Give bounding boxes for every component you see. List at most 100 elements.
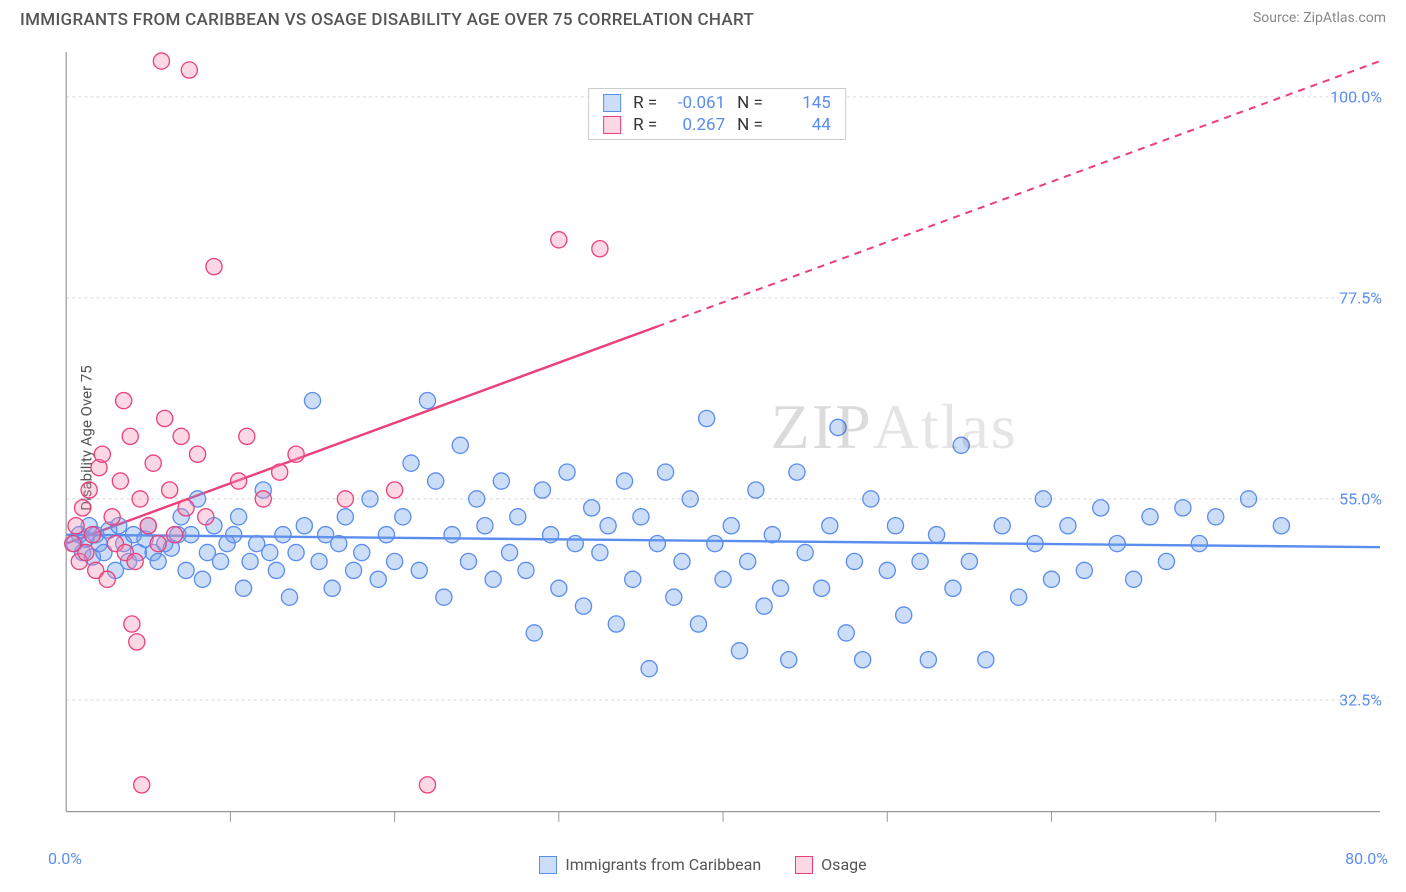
data-point-caribbean [756, 598, 772, 614]
data-point-caribbean [953, 437, 969, 453]
data-point-osage [206, 258, 222, 274]
data-point-caribbean [666, 589, 682, 605]
data-point-caribbean [362, 491, 378, 507]
data-point-caribbean [183, 527, 199, 543]
data-point-osage [124, 616, 140, 632]
y-tick-label: 32.5% [1339, 690, 1382, 709]
data-point-osage [127, 553, 143, 569]
y-tick-label: 55.0% [1339, 489, 1382, 508]
data-point-caribbean [830, 419, 846, 435]
chart-area: Disability Age Over 75 ZIPAtlas 32.5%55.… [46, 42, 1388, 834]
series-legend: Immigrants from Caribbean Osage [0, 855, 1406, 874]
y-tick-label: 100.0% [1330, 87, 1382, 106]
legend-swatch-icon [795, 856, 813, 874]
data-point-caribbean [978, 652, 994, 668]
data-point-caribbean [846, 553, 862, 569]
data-point-osage [198, 509, 214, 525]
data-point-caribbean [231, 509, 247, 525]
data-point-caribbean [649, 535, 665, 551]
data-point-caribbean [682, 491, 698, 507]
data-point-caribbean [331, 535, 347, 551]
data-point-osage [162, 482, 178, 498]
data-point-caribbean [337, 509, 353, 525]
data-point-caribbean [863, 491, 879, 507]
trendline-osage [66, 326, 657, 543]
data-point-osage [157, 410, 173, 426]
data-point-osage [132, 491, 148, 507]
data-point-caribbean [518, 562, 534, 578]
data-point-caribbean [370, 571, 386, 587]
data-point-caribbean [928, 527, 944, 543]
data-point-caribbean [715, 571, 731, 587]
data-point-caribbean [625, 571, 641, 587]
legend-swatch-icon [539, 856, 557, 874]
data-point-caribbean [896, 607, 912, 623]
data-point-caribbean [288, 544, 304, 560]
data-point-caribbean [559, 464, 575, 480]
data-point-caribbean [674, 553, 690, 569]
data-point-caribbean [772, 580, 788, 596]
data-point-caribbean [855, 652, 871, 668]
data-point-caribbean [1175, 500, 1191, 516]
data-point-caribbean [994, 518, 1010, 534]
data-point-caribbean [501, 544, 517, 560]
data-point-caribbean [822, 518, 838, 534]
source-link[interactable]: ZipAtlas.com [1303, 10, 1386, 26]
data-point-caribbean [781, 652, 797, 668]
data-point-caribbean [879, 562, 895, 578]
data-point-caribbean [436, 589, 452, 605]
data-point-caribbean [304, 393, 320, 409]
y-tick-label: 77.5% [1339, 288, 1382, 307]
data-point-caribbean [707, 535, 723, 551]
data-point-caribbean [887, 518, 903, 534]
data-point-osage [181, 62, 197, 78]
data-point-caribbean [1027, 535, 1043, 551]
data-point-caribbean [1142, 509, 1158, 525]
data-point-osage [122, 428, 138, 444]
legend-row-osage: R = 0.267 N = 44 [603, 115, 831, 135]
data-point-caribbean [378, 527, 394, 543]
data-point-caribbean [212, 553, 228, 569]
data-point-osage [272, 464, 288, 480]
data-point-caribbean [731, 643, 747, 659]
data-point-osage [337, 491, 353, 507]
legend-label: Osage [821, 855, 866, 874]
data-point-caribbean [262, 544, 278, 560]
data-point-caribbean [1240, 491, 1256, 507]
data-point-caribbean [275, 527, 291, 543]
data-point-caribbean [150, 553, 166, 569]
data-point-caribbean [658, 464, 674, 480]
data-point-caribbean [493, 473, 509, 489]
data-point-osage [153, 53, 169, 69]
data-point-osage [84, 527, 100, 543]
data-point-caribbean [460, 553, 476, 569]
data-point-caribbean [324, 580, 340, 596]
data-point-osage [94, 446, 110, 462]
data-point-osage [231, 473, 247, 489]
data-point-caribbean [403, 455, 419, 471]
data-point-caribbean [354, 544, 370, 560]
data-point-osage [551, 232, 567, 248]
data-point-osage [150, 535, 166, 551]
data-point-caribbean [1273, 518, 1289, 534]
data-point-caribbean [608, 616, 624, 632]
data-point-caribbean [1191, 535, 1207, 551]
data-point-caribbean [1076, 562, 1092, 578]
data-point-caribbean [592, 544, 608, 560]
chart-title: IMMIGRANTS FROM CARIBBEAN VS OSAGE DISAB… [20, 10, 754, 30]
data-point-caribbean [912, 553, 928, 569]
legend-item-caribbean: Immigrants from Caribbean [539, 855, 761, 874]
data-point-caribbean [411, 562, 427, 578]
data-point-caribbean [1011, 589, 1027, 605]
data-point-caribbean [699, 410, 715, 426]
data-point-caribbean [534, 482, 550, 498]
data-point-osage [255, 491, 271, 507]
data-point-osage [419, 777, 435, 793]
data-point-osage [178, 500, 194, 516]
data-point-caribbean [419, 393, 435, 409]
data-point-osage [239, 428, 255, 444]
data-point-caribbean [1060, 518, 1076, 534]
data-point-caribbean [1109, 535, 1125, 551]
data-point-osage [68, 518, 84, 534]
data-point-osage [166, 527, 182, 543]
